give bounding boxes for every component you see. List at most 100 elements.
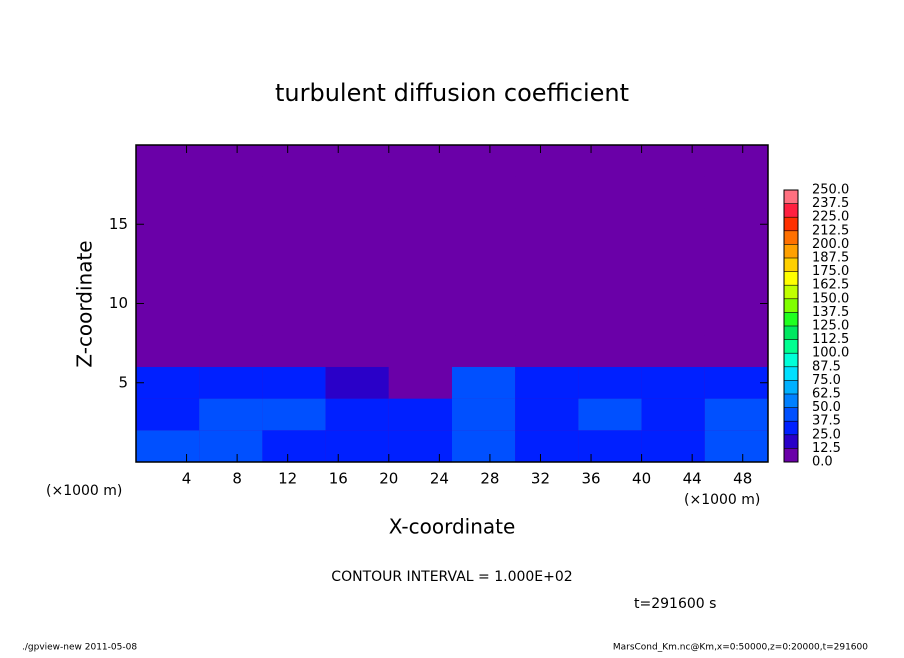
field-cell [262,176,326,209]
x-tick-label: 4 [182,470,192,488]
colorbar-label: 100.0 [812,346,849,361]
y-tick-label: 5 [118,373,128,391]
field-cell [641,176,705,209]
footer: ./gpview-new 2011-05-08 [22,643,137,653]
time-label: t=291600 s [634,596,716,612]
x-axis-label: X-coordinate [389,515,516,539]
x-tick-label: 8 [232,470,242,488]
field-cell [452,335,516,367]
field-cell [704,176,768,209]
colorbar-label: 25.0 [812,427,841,442]
field-cell [136,303,200,336]
colorbar-swatch [784,434,798,449]
field-cell [452,208,516,241]
field-cell [388,430,452,462]
y-tick-label: 15 [109,215,128,233]
field-cell [136,430,200,462]
field-cell [704,240,768,272]
field-cell [136,145,200,177]
x-tick-label: 32 [531,470,550,488]
field-cell [388,366,452,399]
field-cell [704,398,768,431]
field-cell [388,335,452,367]
field-cell [578,430,642,462]
field-cell [704,271,768,304]
colorbar-swatch [784,271,798,286]
colorbar-swatch [784,217,798,231]
field-cell [262,335,326,367]
field-cell [578,398,642,431]
field-cell [199,303,263,336]
colorbar-swatch [784,380,798,394]
x-tick-label: 28 [480,470,499,488]
field-cell [199,271,263,304]
field-cell [452,145,516,177]
field-cell [325,398,389,431]
field-cell [325,366,389,399]
field-cell [199,430,263,462]
field-cell [199,145,263,177]
colorbar-label: 250.0 [812,183,849,198]
field-cell [262,398,326,431]
field-cell [704,430,768,462]
colorbar-label: 225.0 [812,210,849,225]
field-cell [325,240,389,272]
field-cell [325,335,389,367]
field-cell [262,430,326,462]
colorbar-label: 150.0 [812,291,849,306]
field-cell [704,303,768,336]
colorbar-swatch [784,421,798,435]
field-cell [262,271,326,304]
colorbar-label: 112.5 [812,332,849,347]
colorbar-label: 237.5 [812,196,849,211]
field-cell [515,145,579,177]
field-cell [515,366,579,399]
field-cell [452,366,516,399]
field-cell [262,366,326,399]
colorbar-label: 200.0 [812,237,849,252]
field-cell [578,303,642,336]
field-cell [388,271,452,304]
field-cell [136,398,200,431]
x-tick-label: 40 [632,470,651,488]
field-cell [199,240,263,272]
colorbar-swatch [784,190,798,204]
field-cell [641,366,705,399]
colorbar-swatch [784,244,798,258]
field-cell [515,208,579,241]
colorbar-swatch [784,258,798,272]
field-cell [452,176,516,209]
x-tick-label: 48 [733,470,752,488]
colorbar-label: 62.5 [812,387,841,402]
x-tick-label: 16 [329,470,348,488]
colorbar-label: 75.0 [812,373,841,388]
x-tick-label: 20 [379,470,398,488]
field-cell [325,430,389,462]
field-cell [325,145,389,177]
field-cell [452,271,516,304]
x-tick-label: 12 [278,470,297,488]
colorbar-swatch [784,353,798,367]
field-cell [388,176,452,209]
colorbar-label: 125.0 [812,319,849,334]
field-cell [136,335,200,367]
field-cell [388,145,452,177]
colorbar-swatch [784,407,798,422]
field-cell [452,430,516,462]
field-cell [641,271,705,304]
x-unit: (×1000 m) [684,492,760,508]
field-cell [641,240,705,272]
field-cell [578,240,642,272]
colorbar-swatch [784,230,798,245]
y-tick-label: 10 [109,294,128,312]
field-cell [325,271,389,304]
field-cell [578,208,642,241]
field-cell [199,398,263,431]
colorbar-swatch [784,285,798,299]
field-cell [641,303,705,336]
field-cell [704,145,768,177]
field-cell [136,208,200,241]
field-cell [641,208,705,241]
field-cell [136,240,200,272]
field-cell [199,335,263,367]
